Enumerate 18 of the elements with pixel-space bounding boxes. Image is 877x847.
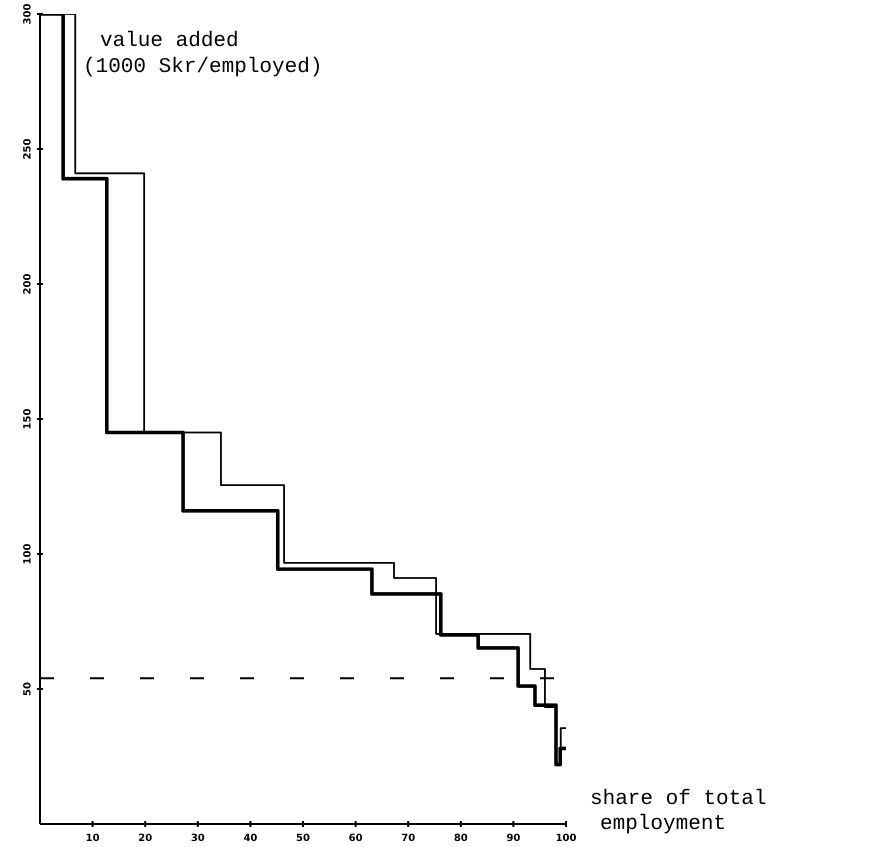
y-tick-label: 150 [22,408,34,430]
x-tick-label: 60 [348,833,363,844]
x-axis-title: share of total employment [590,788,766,836]
x-tick-label: 100 [556,833,576,844]
y-axis-title: value added (1000 Skr/employed) [83,30,322,79]
x-tick-label: 40 [243,833,258,844]
x-tick-label: 50 [296,833,310,844]
y-tick-label: 200 [22,274,34,294]
x-tick-label: 80 [454,833,468,844]
x-tick-label: 20 [138,833,152,844]
x-tick-label: 30 [190,833,205,844]
y-tick-label: 100 [22,544,34,564]
y-tick-label: 250 [22,138,34,160]
x-tick-label: 10 [86,833,100,844]
y-tick-label: 300 [22,4,34,24]
y-tick-label: 50 [22,682,34,696]
x-tick-label: 70 [401,833,416,844]
x-tick-label: 90 [506,833,520,844]
